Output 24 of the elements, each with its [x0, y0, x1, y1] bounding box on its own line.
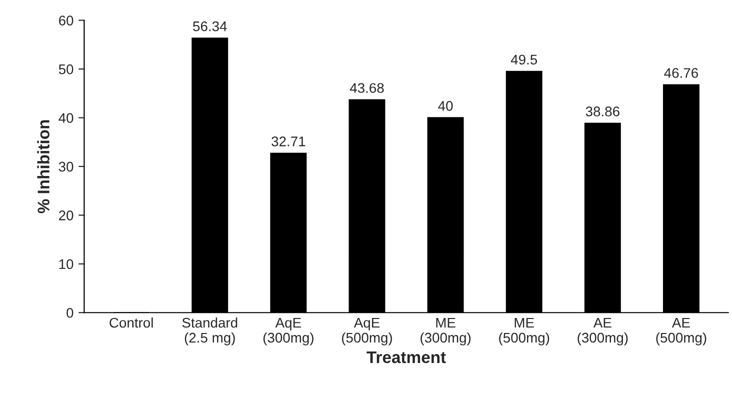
y-tick-label: 40: [58, 113, 74, 123]
y-tick-label: 60: [59, 16, 74, 26]
data-label: 43.68: [350, 83, 384, 93]
x-tick-label: Standard (2.5 mg): [182, 317, 238, 346]
data-label: 56.34: [193, 21, 227, 32]
y-axis-title: % Inhibition: [37, 120, 50, 214]
y-tick-label: 50: [58, 64, 74, 74]
data-label: 40: [438, 100, 453, 111]
x-tick-label: Control: [110, 317, 153, 328]
data-label: 49.5: [510, 54, 538, 65]
x-tick-label: AqE (500mg): [342, 318, 392, 346]
x-tick-label: ME (300mg): [420, 318, 471, 346]
x-tick-label: AE (300mg): [578, 318, 628, 346]
x-tick-label: ME (500mg): [499, 318, 550, 346]
y-tick-label: 30: [58, 162, 74, 172]
x-axis-title: Treatment: [366, 352, 446, 364]
y-tick-label: 20: [59, 210, 74, 220]
y-tick-label: 10: [59, 259, 74, 270]
x-tick-label: AqE (300mg): [263, 318, 314, 346]
y-tick-label: 0: [66, 308, 74, 318]
data-label: 38.86: [586, 106, 620, 116]
data-label: 32.71: [272, 136, 306, 146]
data-label: 46.76: [664, 68, 698, 78]
x-tick-label: AE (500mg): [656, 318, 706, 346]
